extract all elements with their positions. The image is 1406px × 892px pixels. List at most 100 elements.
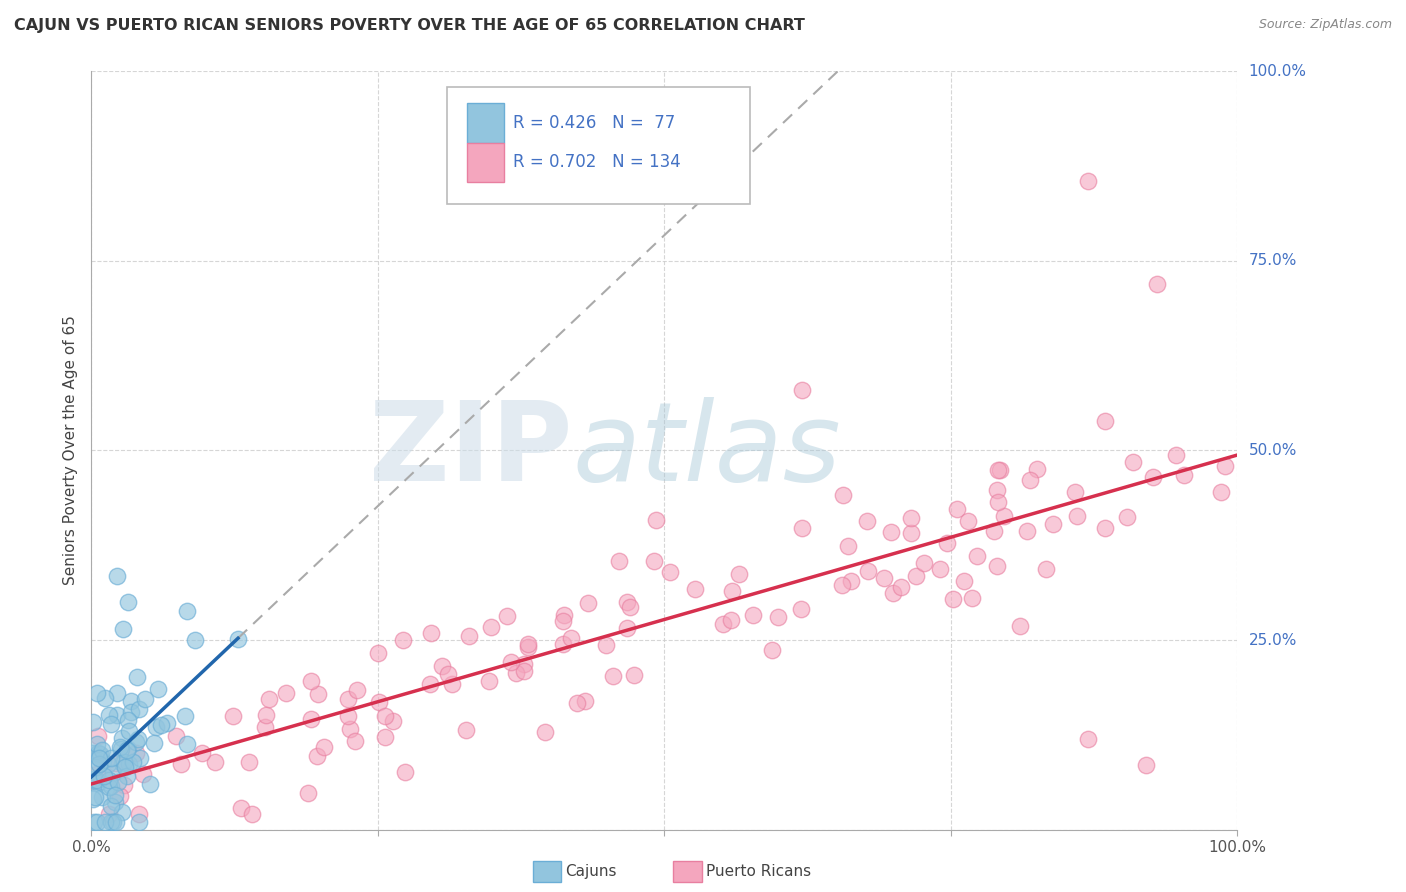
Point — [112, 756, 135, 770]
Point — [966, 549, 988, 563]
Point — [98, 707, 121, 722]
Point — [112, 622, 135, 636]
Point — [254, 708, 277, 723]
Point — [82, 772, 104, 786]
Point — [86, 815, 108, 830]
Point — [170, 756, 193, 771]
Text: 50.0%: 50.0% — [1249, 443, 1296, 458]
Point — [374, 730, 396, 744]
Point — [83, 815, 105, 830]
Point — [117, 743, 139, 757]
Point — [86, 686, 108, 700]
Point — [574, 694, 596, 708]
Point — [101, 815, 124, 830]
Point — [100, 751, 122, 765]
Point — [84, 789, 107, 804]
Point — [97, 807, 120, 822]
Point — [953, 574, 976, 588]
Point — [184, 633, 207, 648]
Point — [83, 773, 105, 788]
Point — [98, 780, 121, 794]
Point — [122, 755, 145, 769]
Point — [837, 539, 859, 553]
Point — [111, 731, 134, 745]
FancyBboxPatch shape — [467, 143, 503, 182]
Point — [1122, 455, 1144, 469]
Point — [993, 509, 1015, 524]
Point — [987, 463, 1010, 477]
Text: Puerto Ricans: Puerto Ricans — [706, 864, 811, 879]
Point — [112, 778, 135, 792]
Point — [343, 733, 366, 747]
Point — [1042, 517, 1064, 532]
Point — [882, 586, 904, 600]
Point — [254, 720, 277, 734]
Point — [117, 595, 139, 609]
Point — [392, 632, 415, 647]
Point — [658, 565, 681, 579]
Point — [513, 664, 536, 678]
Point — [124, 746, 146, 760]
Point — [305, 749, 328, 764]
Text: 75.0%: 75.0% — [1249, 253, 1296, 268]
Point — [238, 756, 260, 770]
Point — [904, 569, 927, 583]
Point — [1077, 174, 1099, 188]
Point — [86, 766, 108, 780]
Point — [742, 607, 765, 622]
Point — [118, 723, 141, 738]
Point — [100, 717, 122, 731]
Point — [382, 714, 405, 728]
Point — [839, 574, 862, 588]
Point — [560, 632, 582, 646]
Point — [790, 383, 813, 397]
Point — [94, 815, 117, 830]
Point — [274, 686, 297, 700]
Y-axis label: Seniors Poverty Over the Age of 65: Seniors Poverty Over the Age of 65 — [63, 316, 79, 585]
Point — [1018, 473, 1040, 487]
Point — [105, 708, 128, 723]
Point — [143, 736, 166, 750]
Point — [89, 751, 111, 765]
Point — [623, 668, 645, 682]
Point — [104, 788, 127, 802]
Point — [721, 583, 744, 598]
Point — [440, 677, 463, 691]
Point — [790, 602, 813, 616]
Point — [145, 720, 167, 734]
Point — [90, 789, 112, 804]
Point — [1066, 508, 1088, 523]
Point — [516, 640, 538, 654]
Point — [956, 514, 979, 528]
Point — [856, 564, 879, 578]
Point — [134, 691, 156, 706]
Point — [128, 815, 150, 830]
Point — [89, 747, 111, 761]
Text: CAJUN VS PUERTO RICAN SENIORS POVERTY OVER THE AGE OF 65 CORRELATION CHART: CAJUN VS PUERTO RICAN SENIORS POVERTY OV… — [14, 18, 804, 33]
Point — [117, 714, 139, 728]
Point — [607, 554, 630, 568]
Point — [100, 815, 122, 830]
Point — [1015, 524, 1038, 539]
Point — [761, 642, 783, 657]
Point — [551, 614, 574, 628]
Point — [1063, 484, 1085, 499]
Point — [983, 524, 1005, 539]
Point — [82, 747, 104, 761]
Point — [165, 729, 187, 743]
Point — [720, 613, 742, 627]
Point — [204, 756, 226, 770]
Point — [100, 779, 122, 793]
Point — [107, 775, 129, 789]
Point — [831, 577, 853, 591]
Point — [111, 756, 134, 771]
Point — [127, 731, 149, 746]
Point — [115, 769, 138, 783]
Point — [553, 607, 575, 622]
Point — [191, 747, 214, 761]
Point — [419, 677, 441, 691]
Point — [82, 714, 104, 729]
Point — [1135, 758, 1157, 772]
Point — [129, 751, 152, 765]
Point — [307, 687, 329, 701]
